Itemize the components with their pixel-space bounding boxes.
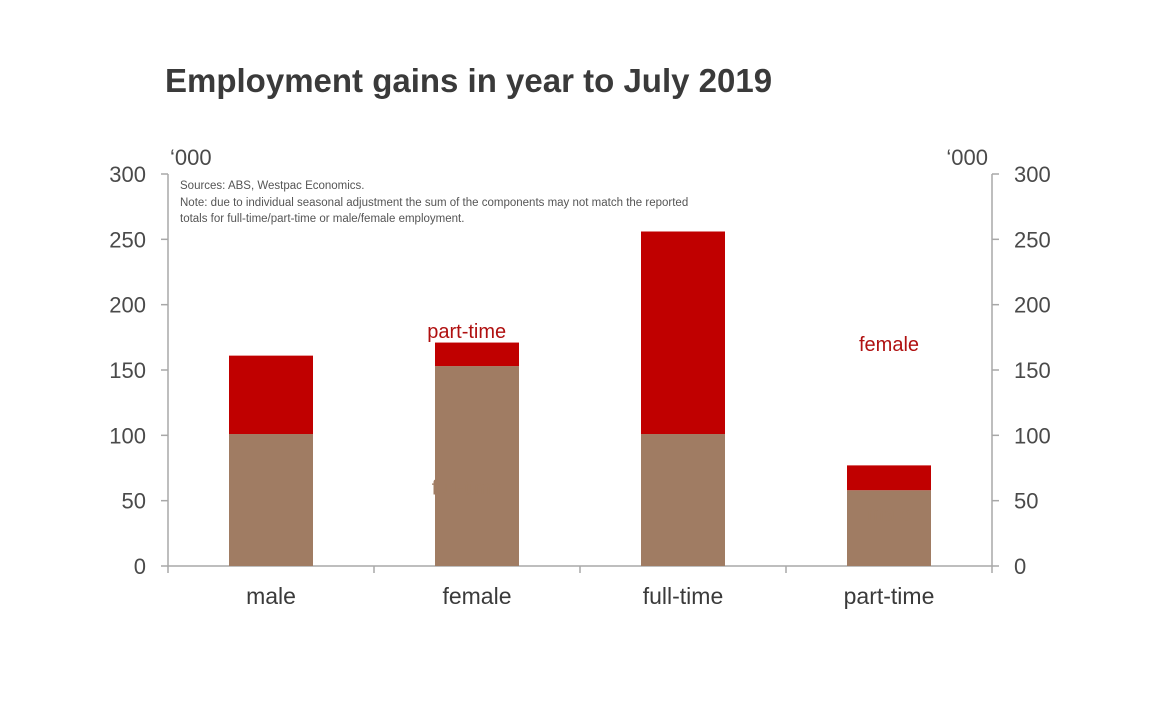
chart-title: Employment gains in year to July 2019 bbox=[165, 62, 772, 99]
x-tick-label: part-time bbox=[844, 583, 935, 609]
source-note-line-3: totals for full-time/part-time or male/f… bbox=[180, 213, 464, 225]
right-tick-label: 200 bbox=[1014, 293, 1051, 318]
bar-segment-1-female bbox=[435, 342, 519, 367]
bar-segment-0-part-time bbox=[847, 490, 931, 566]
right-tick-label: 50 bbox=[1014, 489, 1038, 514]
right-tick-label: 150 bbox=[1014, 358, 1051, 383]
bar-segment-0-male bbox=[229, 434, 313, 566]
bar-segment-1-male bbox=[229, 355, 313, 435]
source-note-line-1: Sources: ABS, Westpac Economics. bbox=[180, 180, 365, 192]
left-tick-label: 300 bbox=[109, 162, 146, 187]
labels: part-time full-time female male bbox=[427, 321, 919, 526]
series-annotation: male bbox=[867, 504, 910, 526]
right-axis-unit: ‘000 bbox=[946, 145, 988, 170]
series-annotation: part-time bbox=[427, 321, 506, 343]
left-axis-unit: ‘000 bbox=[170, 145, 212, 170]
left-tick-label: 50 bbox=[122, 489, 146, 514]
source-note-line-2: Note: due to individual seasonal adjustm… bbox=[180, 197, 688, 209]
x-tick-label: full-time bbox=[643, 583, 724, 609]
bar-segment-1-part-time bbox=[847, 465, 931, 491]
bar-segment-0-female bbox=[435, 366, 519, 566]
left-tick-label: 200 bbox=[109, 293, 146, 318]
right-tick-label: 100 bbox=[1014, 423, 1051, 448]
right-tick-label: 0 bbox=[1014, 554, 1026, 579]
x-tick-label: male bbox=[246, 583, 296, 609]
bar-segment-1-full-time bbox=[641, 231, 725, 435]
series-annotation: full-time bbox=[432, 478, 502, 500]
left-tick-label: 100 bbox=[109, 423, 146, 448]
series-annotation: female bbox=[859, 334, 919, 356]
axes: 0 0 50 50 100 100 150 150 200 200 250 250 300 300 bbox=[109, 162, 1050, 579]
left-tick-label: 250 bbox=[109, 227, 146, 252]
bars: male female full-time part-time bbox=[229, 231, 934, 609]
left-tick-label: 150 bbox=[109, 358, 146, 383]
right-tick-label: 300 bbox=[1014, 162, 1051, 187]
bar-segment-0-full-time bbox=[641, 434, 725, 566]
left-tick-label: 0 bbox=[134, 554, 146, 579]
right-tick-label: 250 bbox=[1014, 227, 1051, 252]
x-tick-label: female bbox=[442, 583, 511, 609]
